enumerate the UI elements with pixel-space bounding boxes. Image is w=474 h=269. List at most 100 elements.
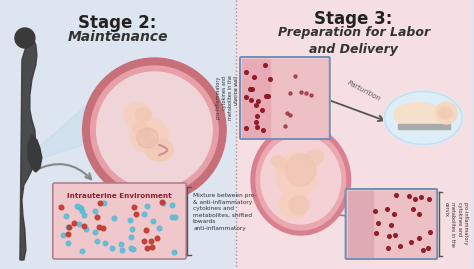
Point	[140, 212, 148, 217]
Point	[96, 200, 103, 205]
Point	[384, 246, 392, 250]
Circle shape	[91, 66, 218, 194]
Text: Stage 2:: Stage 2:	[78, 14, 157, 32]
Point	[391, 233, 399, 238]
Point	[426, 229, 434, 234]
Point	[71, 221, 78, 225]
Point	[254, 125, 261, 129]
Point	[255, 99, 262, 104]
Point	[287, 91, 294, 95]
Point	[91, 209, 99, 213]
Text: Intrauterine Environment: Intrauterine Environment	[67, 193, 172, 199]
Ellipse shape	[393, 102, 443, 128]
Point	[158, 200, 166, 204]
FancyBboxPatch shape	[346, 189, 437, 259]
Point	[396, 243, 404, 248]
Ellipse shape	[438, 107, 452, 119]
Ellipse shape	[304, 150, 323, 166]
Point	[246, 86, 254, 91]
Point	[247, 97, 255, 102]
Text: Parturition: Parturition	[346, 79, 382, 102]
Point	[373, 231, 380, 235]
Point	[130, 204, 138, 209]
Point	[73, 203, 81, 208]
Point	[118, 242, 125, 246]
Point	[171, 215, 179, 219]
FancyBboxPatch shape	[240, 57, 330, 139]
Point	[81, 213, 88, 217]
Ellipse shape	[279, 191, 309, 219]
Ellipse shape	[130, 118, 168, 153]
Point	[282, 124, 289, 129]
Point	[425, 246, 432, 250]
Point	[286, 113, 293, 117]
Point	[258, 108, 266, 112]
Point	[101, 241, 109, 245]
Point	[64, 232, 72, 236]
Circle shape	[97, 72, 212, 188]
Point	[171, 250, 178, 254]
Point	[91, 230, 99, 234]
Point	[419, 248, 427, 253]
Ellipse shape	[251, 125, 351, 235]
Point	[78, 208, 86, 213]
Point	[140, 238, 147, 243]
Point	[108, 245, 115, 250]
Point	[254, 113, 261, 118]
Point	[143, 246, 150, 250]
Point	[79, 249, 86, 254]
Ellipse shape	[276, 153, 318, 197]
Point	[153, 236, 160, 240]
Text: Maintenance: Maintenance	[67, 30, 168, 44]
Point	[252, 103, 260, 107]
Point	[169, 215, 176, 219]
Ellipse shape	[256, 130, 346, 230]
Point	[391, 212, 398, 216]
Point	[242, 95, 250, 100]
Point	[143, 228, 150, 232]
Ellipse shape	[383, 90, 463, 146]
Point	[297, 90, 305, 94]
Polygon shape	[28, 135, 42, 172]
Bar	[242, 59, 328, 137]
Circle shape	[15, 28, 35, 48]
Point	[418, 195, 425, 199]
Point	[129, 247, 137, 251]
Point	[264, 94, 272, 98]
Point	[409, 207, 417, 211]
Point	[63, 214, 70, 218]
Point	[99, 226, 107, 230]
Point	[80, 223, 88, 228]
Point	[59, 233, 67, 238]
Point	[93, 239, 100, 243]
FancyBboxPatch shape	[53, 183, 186, 259]
Ellipse shape	[136, 108, 151, 122]
Point	[308, 93, 315, 97]
Point	[132, 212, 139, 216]
Point	[127, 217, 134, 222]
Point	[260, 127, 267, 132]
Point	[64, 225, 72, 229]
Point	[374, 221, 382, 225]
Point	[388, 222, 395, 227]
Ellipse shape	[286, 154, 316, 186]
Bar	[236, 0, 472, 269]
Point	[242, 70, 250, 75]
Point	[250, 75, 258, 80]
Point	[143, 204, 151, 208]
Ellipse shape	[271, 156, 287, 168]
Point	[407, 240, 415, 244]
Point	[412, 197, 419, 201]
Circle shape	[435, 102, 457, 124]
Point	[118, 248, 126, 252]
Point	[168, 203, 176, 207]
Point	[110, 216, 118, 220]
Polygon shape	[20, 38, 37, 260]
Ellipse shape	[137, 128, 158, 148]
Point	[262, 94, 269, 98]
Point	[75, 222, 83, 226]
Point	[100, 201, 108, 206]
Text: pro-inflammatory
cytokines and
metabolites in the
uterine wall: pro-inflammatory cytokines and metabolit…	[216, 76, 239, 121]
Point	[383, 207, 391, 211]
Point	[248, 87, 255, 91]
